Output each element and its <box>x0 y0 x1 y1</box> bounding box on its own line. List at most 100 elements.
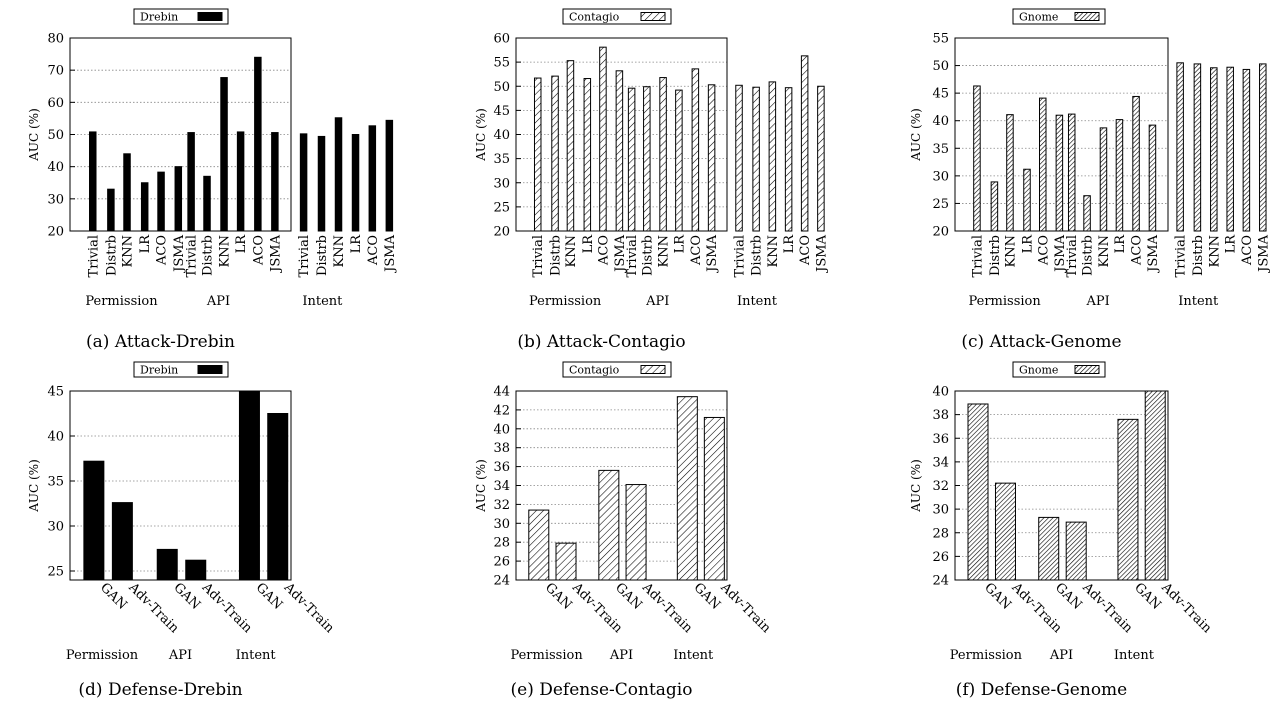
y-tick-label: 35 <box>932 142 949 157</box>
category-label: ACO <box>1240 235 1255 266</box>
bar-api-distrb <box>1083 195 1091 232</box>
y-axis-label: AUC (%) <box>27 108 41 162</box>
bar-api-distrb <box>643 86 651 232</box>
bar-api-aco <box>1132 95 1140 232</box>
y-tick-label: 35 <box>493 152 510 167</box>
y-tick-label: 40 <box>493 128 510 143</box>
y-tick-label: 30 <box>932 503 949 518</box>
category-label: Distrb <box>315 235 330 276</box>
category-label: Distrb <box>201 235 216 276</box>
category-label: Distrb <box>549 235 564 276</box>
bar-intent-adv-train <box>1144 390 1166 581</box>
category-label: ACO <box>1036 235 1051 266</box>
y-tick-label: 44 <box>493 385 510 400</box>
group-label: Permission <box>66 648 139 663</box>
plot-frame <box>69 37 292 232</box>
bar-api-trivial <box>627 87 636 232</box>
category-label: Distrb <box>1081 235 1096 276</box>
bar-intent-jsma <box>817 85 825 232</box>
bar-permission-trivial <box>89 131 97 232</box>
category-label: LR <box>1224 234 1239 254</box>
category-label: Adv-Train <box>1079 580 1136 637</box>
legend-label: Drebin <box>140 11 178 24</box>
y-tick-label: 40 <box>47 430 64 445</box>
plot-frame <box>954 37 1169 232</box>
bar-api-lr <box>675 89 683 232</box>
group-label: API <box>609 648 633 663</box>
panel-caption: (d) Defense-Drebin <box>78 680 242 700</box>
category-label: JSMA <box>1146 234 1161 273</box>
y-tick-label: 45 <box>493 104 510 119</box>
legend-label: Contagio <box>569 364 620 377</box>
category-label: GAN <box>612 580 645 613</box>
y-tick-label: 80 <box>47 32 64 47</box>
bar-intent-lr <box>1226 66 1234 232</box>
bar-permission-gan <box>83 460 105 581</box>
y-axis-label: AUC (%) <box>474 459 488 513</box>
bar-intent-trivial <box>299 133 308 232</box>
legend-label: Contagio <box>569 11 620 24</box>
bar-permission-lr <box>1023 168 1031 232</box>
category-label: KNN <box>766 235 781 267</box>
y-tick-label: 38 <box>493 441 510 456</box>
bar-api-adv-train <box>1065 521 1087 581</box>
category-label: KNN <box>657 235 672 267</box>
legend-swatch <box>197 365 223 374</box>
y-tick-label: 24 <box>493 574 510 589</box>
category-label: Adv-Train <box>639 580 696 637</box>
category-label: LR <box>782 234 797 254</box>
y-tick-label: 38 <box>932 408 949 423</box>
y-tick-label: 36 <box>493 460 510 475</box>
y-tick-label: 45 <box>47 385 64 400</box>
bar-intent-trivial <box>1176 62 1184 232</box>
panel-caption: (c) Attack-Genome <box>961 332 1121 352</box>
bar-intent-knn <box>334 117 343 232</box>
bar-intent-distrb <box>752 86 760 232</box>
bar-intent-trivial <box>735 84 743 232</box>
bar-api-gan <box>156 548 178 581</box>
group-label: API <box>1049 648 1073 663</box>
y-tick-label: 30 <box>47 192 64 207</box>
plot-frame <box>515 390 728 581</box>
group-label: Intent <box>236 648 277 663</box>
category-label: ACO <box>251 235 266 266</box>
panel-caption: (a) Attack-Drebin <box>86 332 235 352</box>
y-tick-label: 40 <box>932 114 949 129</box>
category-label: Trivial <box>1174 235 1189 277</box>
category-label: GAN <box>542 580 575 613</box>
y-tick-label: 60 <box>47 96 64 111</box>
bar-intent-jsma <box>385 119 394 232</box>
category-label: Trivial <box>970 235 985 277</box>
y-tick-label: 50 <box>932 59 949 74</box>
category-label: KNN <box>564 235 579 267</box>
bar-api-lr <box>1115 119 1124 232</box>
y-tick-label: 34 <box>932 455 949 470</box>
category-label: Distrb <box>750 235 765 276</box>
bar-intent-aco <box>800 55 809 232</box>
y-tick-label: 30 <box>493 176 510 191</box>
legend-swatch <box>197 12 223 21</box>
category-label: JSMA <box>1053 234 1068 273</box>
bar-api-trivial <box>1067 113 1076 232</box>
category-label: LR <box>672 234 687 254</box>
y-tick-label: 28 <box>932 526 949 541</box>
bar-permission-knn <box>123 153 131 232</box>
legend-swatch <box>1074 12 1100 21</box>
bar-permission-jsma <box>1055 114 1064 232</box>
bar-api-aco <box>691 68 700 232</box>
category-label: Distrb <box>104 235 119 276</box>
y-tick-label: 30 <box>493 517 510 532</box>
group-label: Intent <box>1178 294 1219 309</box>
y-tick-label: 25 <box>932 197 949 212</box>
legend-label: Gnome <box>1019 364 1058 377</box>
category-label: Trivial <box>185 235 200 277</box>
group-label: Permission <box>968 294 1041 309</box>
bar-api-gan <box>1038 516 1060 581</box>
category-label: Trivial <box>86 235 101 277</box>
bar-intent-aco <box>368 125 377 232</box>
category-label: GAN <box>691 580 724 613</box>
y-tick-label: 26 <box>493 555 510 570</box>
category-label: Distrb <box>640 235 655 276</box>
